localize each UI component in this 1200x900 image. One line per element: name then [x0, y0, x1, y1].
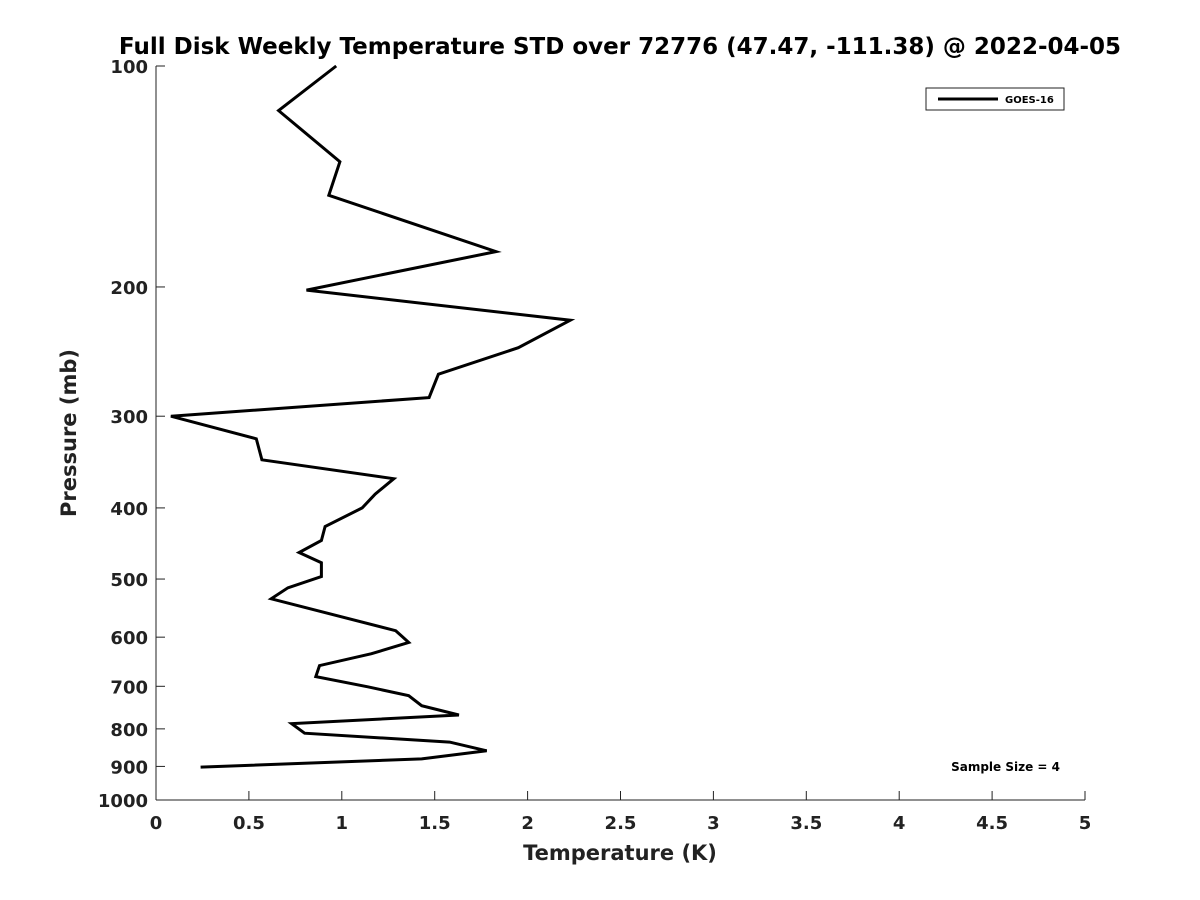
y-tick-label: 800	[110, 720, 148, 741]
series-line-goes-16	[170, 64, 576, 769]
y-tick-label: 900	[110, 757, 148, 778]
y-tick-label: 300	[110, 407, 148, 428]
x-tick-label: 2	[521, 813, 534, 834]
x-tick-label: 4	[893, 813, 906, 834]
y-tick-label: 400	[110, 499, 148, 520]
x-tick-label: 3	[707, 813, 720, 834]
x-tick-label: 4.5	[976, 813, 1008, 834]
y-axis-label: Pressure (mb)	[57, 349, 81, 517]
y-tick-label: 200	[110, 278, 148, 299]
x-tick-label: 0	[150, 813, 163, 834]
plot-area	[156, 66, 1085, 800]
chart-title: Full Disk Weekly Temperature STD over 72…	[119, 34, 1121, 60]
sample-size-annotation: Sample Size = 4	[951, 760, 1060, 774]
y-tick-label: 500	[110, 570, 148, 591]
y-tick-label: 600	[110, 628, 148, 649]
legend: GOES-16	[925, 87, 1065, 111]
x-ticks: 0 0.5 1 1.5 2 2.5 3 3.5 4 4.5 5	[150, 791, 1092, 834]
y-tick-label: 700	[110, 677, 148, 698]
y-tick-label: 100	[110, 57, 148, 78]
x-tick-label: 1.5	[419, 813, 451, 834]
y-ticks: 100 200 300 400 500 600 700 800 900 1000	[98, 57, 165, 812]
x-tick-label: 2.5	[605, 813, 637, 834]
x-tick-label: 1	[336, 813, 349, 834]
x-tick-label: 5	[1079, 813, 1092, 834]
y-tick-label: 1000	[98, 791, 148, 812]
legend-entry-goes-16: GOES-16	[1005, 95, 1054, 106]
x-axis-label: Temperature (K)	[523, 841, 717, 865]
x-tick-label: 3.5	[790, 813, 822, 834]
x-tick-label: 0.5	[233, 813, 265, 834]
